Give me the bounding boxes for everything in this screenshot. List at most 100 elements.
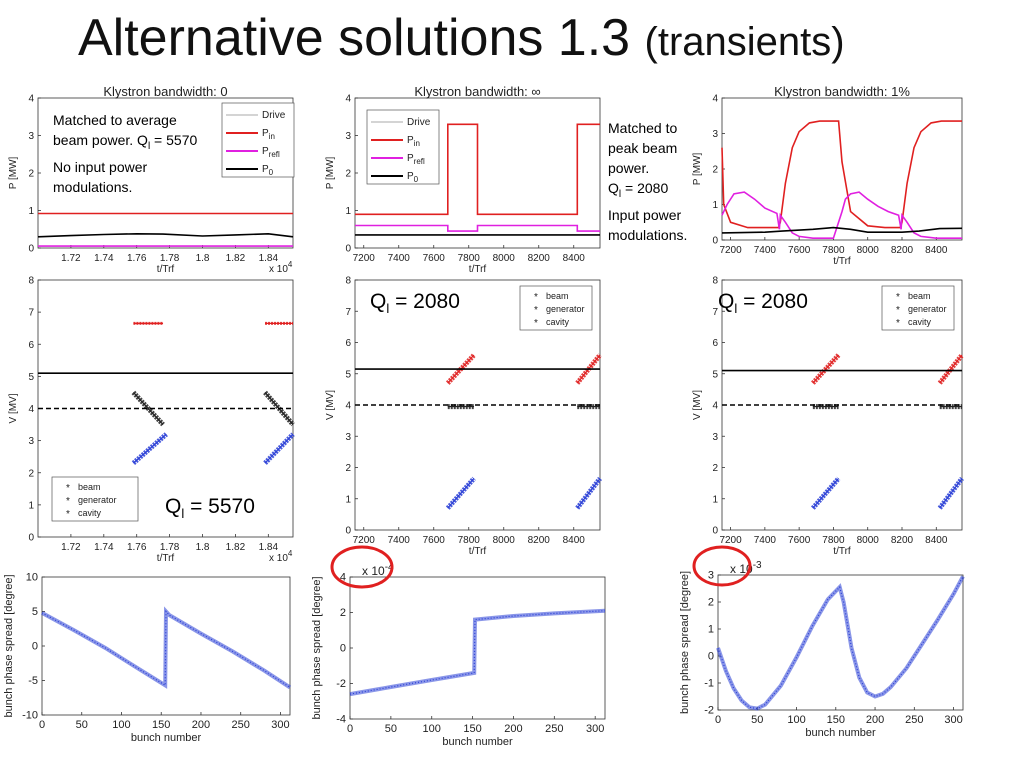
legend-label: beam bbox=[546, 291, 569, 301]
x-tick-label: 7800 bbox=[458, 253, 481, 264]
legend-label: generator bbox=[78, 495, 117, 505]
x-axis-label: bunch number bbox=[442, 736, 513, 748]
x-tick-label: 1.82 bbox=[226, 253, 246, 264]
x-tick-label: 100 bbox=[423, 723, 441, 735]
y-tick-label: 2 bbox=[28, 169, 34, 180]
x-tick-label: 7400 bbox=[388, 535, 411, 546]
legend-label: Prefl bbox=[262, 146, 280, 159]
chart-title: Klystron bandwidth: 1% bbox=[774, 84, 910, 99]
x-axis-label: t/Trf bbox=[469, 546, 487, 557]
legend-marker: * bbox=[896, 318, 900, 329]
highlight-circle bbox=[330, 545, 394, 589]
x-tick-label: 7800 bbox=[822, 535, 845, 546]
y-tick-label: 0 bbox=[708, 651, 714, 663]
x-multiplier: x 104 bbox=[269, 260, 293, 275]
y-tick-label: 3 bbox=[712, 432, 718, 443]
y-tick-label: 1 bbox=[712, 494, 718, 505]
legend-label: beam bbox=[78, 482, 101, 492]
x-tick-label: 0 bbox=[39, 719, 45, 731]
y-tick-label: 2 bbox=[340, 607, 346, 619]
y-tick-label: 2 bbox=[712, 165, 718, 176]
x-tick-label: 8200 bbox=[528, 535, 551, 546]
y-tick-label: -5 bbox=[28, 675, 38, 687]
x-axis-label: t/Trf bbox=[833, 546, 851, 557]
series-phase bbox=[717, 576, 964, 710]
y-axis-label: bunch phase spread [degree] bbox=[679, 571, 691, 714]
x-tick-label: 150 bbox=[463, 723, 481, 735]
series-beam bbox=[576, 478, 601, 509]
x-tick-label: 1.72 bbox=[61, 253, 81, 264]
x-tick-label: 7200 bbox=[353, 535, 376, 546]
x-tick-label: 100 bbox=[112, 719, 130, 731]
series-generator bbox=[939, 354, 963, 384]
x-tick-label: 7600 bbox=[788, 535, 811, 546]
legend-label: P0 bbox=[262, 164, 274, 177]
y-tick-label: 4 bbox=[345, 94, 351, 105]
y-tick-label: 7 bbox=[345, 307, 351, 318]
legend-label: Prefl bbox=[407, 153, 425, 166]
ql-label: Ql = 5570 bbox=[165, 495, 255, 522]
y-axis-label: P [MW] bbox=[692, 152, 703, 185]
y-tick-label: 0 bbox=[28, 244, 34, 255]
series-beam bbox=[812, 478, 840, 509]
x-tick-label: 8000 bbox=[857, 535, 880, 546]
x-tick-label: 7800 bbox=[458, 535, 481, 546]
x-axis-label: t/Trf bbox=[157, 264, 175, 275]
note-left-line: No input power bbox=[53, 158, 148, 175]
y-tick-label: 6 bbox=[345, 338, 351, 349]
plot-frame bbox=[349, 576, 606, 720]
x-tick-label: 8400 bbox=[925, 535, 948, 546]
y-tick-label: 4 bbox=[712, 401, 718, 412]
note-right-line: Ql = 2080 bbox=[608, 180, 669, 200]
x-tick-label: 150 bbox=[827, 714, 845, 726]
x-tick-label: 7600 bbox=[423, 253, 446, 264]
y-tick-label: 1 bbox=[28, 206, 34, 217]
y-tick-label: 1 bbox=[708, 624, 714, 636]
legend-box bbox=[51, 476, 139, 522]
x-tick-label: 1.82 bbox=[226, 542, 246, 553]
y-tick-label: 7 bbox=[28, 308, 34, 319]
x-multiplier: x 104 bbox=[269, 549, 293, 564]
x-tick-label: 200 bbox=[866, 714, 884, 726]
series-beam bbox=[939, 478, 963, 509]
x-tick-label: 250 bbox=[232, 719, 250, 731]
series-cavity bbox=[132, 392, 164, 425]
legend-label: cavity bbox=[78, 508, 102, 518]
y-axis-label: V [MV] bbox=[692, 390, 703, 420]
y-axis-label: bunch phase spread [degree] bbox=[311, 576, 323, 719]
x-tick-label: 7200 bbox=[719, 245, 742, 256]
x-tick-label: 300 bbox=[586, 723, 604, 735]
x-tick-label: 100 bbox=[787, 714, 805, 726]
y-tick-label: 2 bbox=[708, 597, 714, 609]
x-tick-label: 8400 bbox=[563, 253, 586, 264]
y-tick-label: 2 bbox=[712, 463, 718, 474]
y-tick-label: 6 bbox=[28, 340, 34, 351]
y-tick-label: -1 bbox=[704, 678, 714, 690]
legend-label: generator bbox=[546, 304, 585, 314]
note-left-line: Matched to average bbox=[53, 112, 177, 128]
y-tick-label: 8 bbox=[345, 276, 351, 287]
x-tick-label: 7400 bbox=[754, 245, 777, 256]
y-tick-label: 4 bbox=[28, 94, 34, 105]
y-tick-label: 4 bbox=[28, 404, 34, 415]
legend-label: Drive bbox=[262, 110, 286, 121]
note-right-line: modulations. bbox=[608, 226, 688, 243]
y-tick-label: 0 bbox=[345, 526, 351, 537]
series-phase bbox=[41, 609, 291, 688]
y-tick-label: -10 bbox=[22, 710, 38, 722]
legend-marker: * bbox=[66, 483, 70, 494]
chart-title: Klystron bandwidth: 0 bbox=[103, 84, 227, 99]
note-right: Matched to peak beam power. Ql = 2080 In… bbox=[608, 118, 687, 245]
y-tick-label: 1 bbox=[712, 200, 718, 211]
x-tick-label: 1.8 bbox=[196, 542, 210, 553]
highlight-circle bbox=[692, 545, 752, 587]
note-left-line: modulations. bbox=[53, 178, 133, 195]
x-tick-label: 250 bbox=[905, 714, 923, 726]
x-tick-label: 7200 bbox=[353, 253, 376, 264]
slide-title: Alternative solutions 1.3 (transients) bbox=[78, 8, 845, 68]
legend-marker: * bbox=[66, 496, 70, 507]
y-tick-label: 3 bbox=[712, 129, 718, 140]
x-tick-label: 8400 bbox=[925, 245, 948, 256]
x-tick-label: 7600 bbox=[423, 535, 446, 546]
